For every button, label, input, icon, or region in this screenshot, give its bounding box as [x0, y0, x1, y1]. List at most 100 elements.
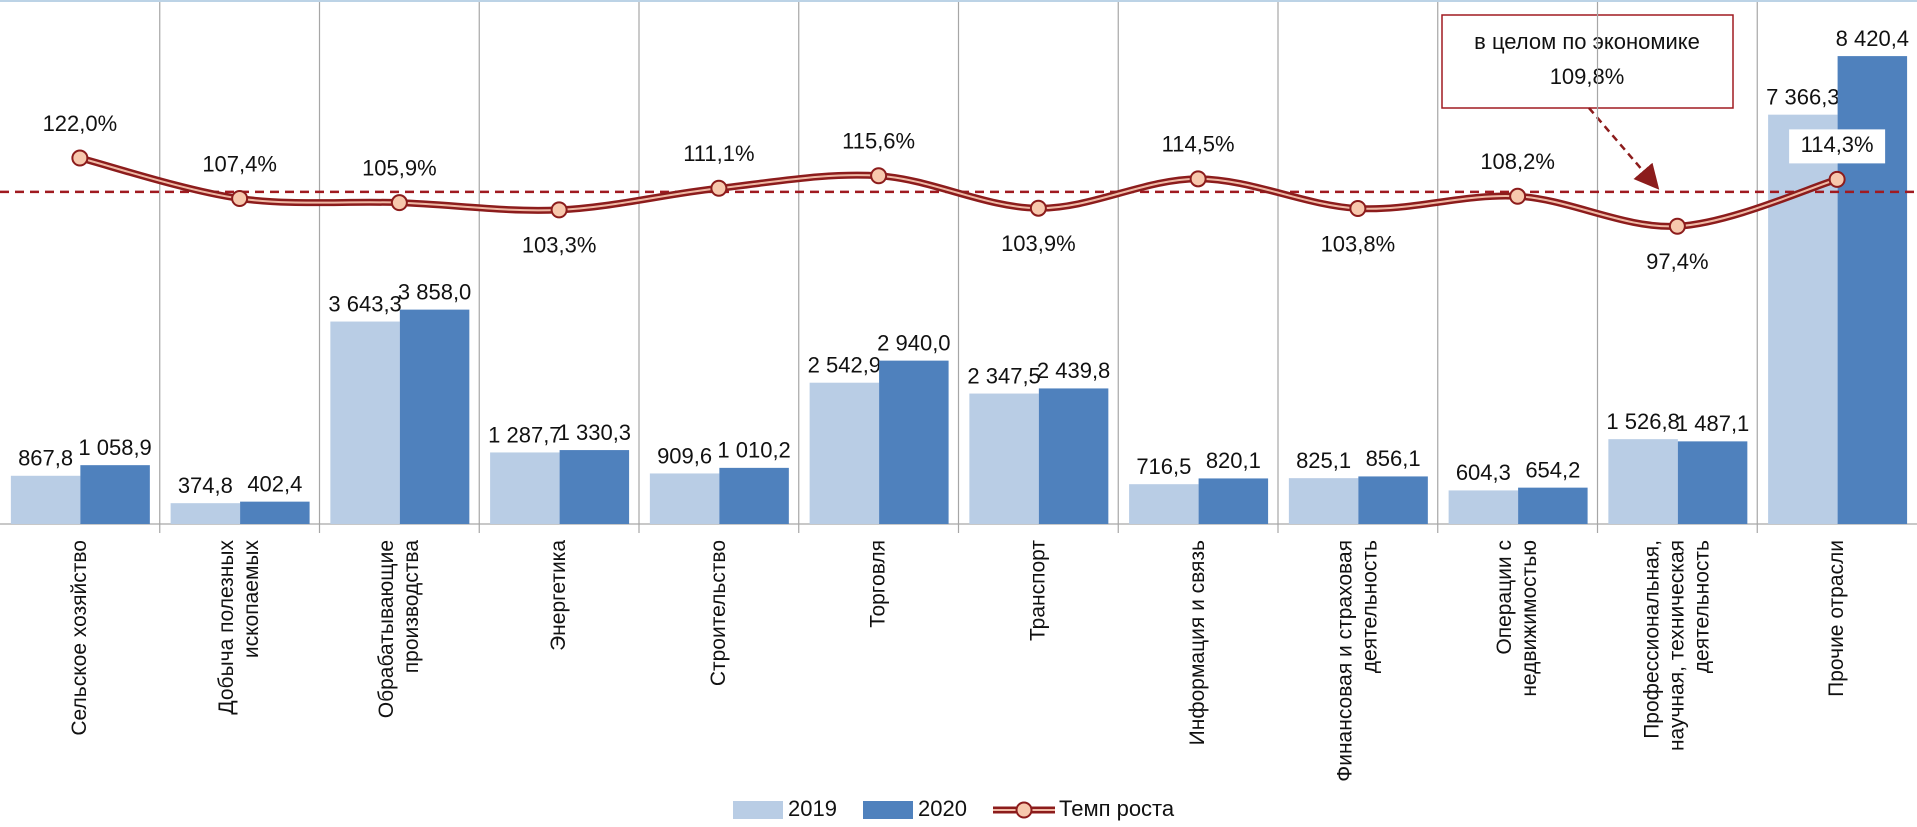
x-tick-label: Торговля: [866, 540, 889, 628]
bar: [1837, 56, 1908, 525]
x-tick-label-line: научная, техническая: [1665, 540, 1688, 751]
bar: [1608, 439, 1678, 524]
bar: [330, 321, 400, 524]
data-label: 402,4: [247, 471, 302, 496]
data-label: 2 347,5: [967, 363, 1040, 388]
bar: [170, 503, 241, 524]
line-marker: [550, 201, 568, 219]
x-tick-label: Транспорт: [1026, 540, 1049, 641]
data-label: 108,2%: [1480, 149, 1555, 174]
bar: [240, 501, 310, 524]
x-tick-label-line: Строительство: [706, 540, 729, 686]
bar: [879, 360, 949, 524]
line-marker: [1668, 217, 1686, 235]
data-label: 115,6%: [842, 129, 915, 154]
data-label: 114,3%: [1801, 132, 1874, 157]
x-tick-label: Строительство: [706, 540, 729, 686]
line-marker: [1349, 199, 1367, 217]
data-label: 1 330,3: [558, 420, 631, 445]
legend-label: 2019: [788, 796, 837, 821]
line-marker: [231, 190, 249, 208]
data-label: 97,4%: [1646, 249, 1708, 274]
legend-swatch: [863, 801, 913, 819]
bar: [10, 475, 81, 524]
data-label: 111,1%: [683, 141, 754, 166]
line-marker: [1509, 187, 1527, 205]
annotation-value: 109,8%: [1550, 64, 1625, 89]
x-tick-label: Информация и связь: [1186, 540, 1209, 745]
data-label: 909,6: [657, 443, 712, 468]
x-tick-label: Операции снедвижимостью: [1493, 540, 1541, 697]
data-label: 867,8: [18, 446, 73, 471]
bar: [1448, 490, 1519, 524]
data-label: 2 542,9: [808, 353, 881, 378]
x-tick-label-line: Сельское хозяйство: [67, 540, 90, 736]
data-label: 654,2: [1525, 457, 1580, 482]
bar: [649, 473, 720, 524]
bar: [719, 467, 789, 524]
bar: [1288, 478, 1359, 524]
x-tick-label: Профессиональная,научная, техническаядея…: [1640, 540, 1713, 751]
data-label: 8 420,4: [1836, 26, 1909, 51]
data-label: 3 858,0: [398, 279, 471, 304]
data-label: 374,8: [178, 473, 233, 498]
data-label: 7 366,3: [1766, 84, 1839, 109]
bar: [399, 309, 470, 524]
x-tick-label-line: недвижимостью: [1518, 540, 1541, 697]
legend-label: 2020: [918, 796, 967, 821]
bar: [1358, 476, 1428, 524]
x-tick-label-line: ископаемых: [240, 540, 263, 659]
data-label: 604,3: [1456, 460, 1511, 485]
bar: [969, 393, 1039, 524]
data-label: 3 643,3: [328, 291, 401, 316]
annotation-text: в целом по экономике: [1474, 29, 1700, 54]
x-tick-label: Обрабатывающиепроизводства: [374, 540, 422, 719]
bar: [1198, 478, 1269, 524]
data-label: 820,1: [1206, 448, 1261, 473]
bar: [1129, 484, 1199, 524]
annotation-box: [1441, 14, 1734, 109]
bar: [490, 452, 560, 524]
data-label: 1 487,1: [1676, 411, 1749, 436]
x-tick-label: Энергетика: [547, 540, 570, 651]
data-label: 856,1: [1366, 446, 1421, 471]
legend-swatch: [733, 801, 783, 819]
x-tick-label-line: Обрабатывающие: [374, 540, 397, 718]
bar: [809, 382, 880, 524]
data-label: 2 940,0: [877, 330, 950, 355]
line-marker: [1029, 199, 1047, 217]
legend-marker: [1015, 801, 1033, 819]
bar: [80, 465, 150, 524]
x-tick-label: Добыча полезныхископаемых: [215, 540, 263, 715]
data-label: 103,3%: [522, 233, 597, 258]
x-tick-label-line: Финансовая и страховая: [1333, 540, 1356, 782]
line-marker: [71, 149, 89, 167]
line-marker: [1189, 170, 1207, 188]
line-marker: [1828, 170, 1846, 188]
data-label: 1 010,2: [717, 438, 790, 463]
x-tick-label-line: деятельность: [1358, 540, 1381, 673]
data-label: 825,1: [1296, 448, 1351, 473]
bar: [1677, 441, 1748, 524]
data-label: 114,5%: [1162, 132, 1235, 157]
annotation-arrow: [1588, 107, 1660, 190]
bar: [1768, 114, 1838, 524]
x-tick-label-line: производства: [399, 540, 422, 674]
x-tick-label-line: Торговля: [866, 540, 889, 628]
x-tick-label: Сельское хозяйство: [67, 540, 90, 736]
data-label: 716,5: [1136, 454, 1191, 479]
data-label: 1 526,8: [1606, 409, 1679, 434]
data-label: 1 058,9: [78, 435, 151, 460]
data-label-bg: [1789, 129, 1886, 164]
data-label: 122,0%: [43, 111, 118, 136]
x-tick-label: Финансовая и страховаядеятельность: [1333, 540, 1381, 782]
legend-label: Темп роста: [1059, 796, 1175, 821]
data-label: 105,9%: [362, 155, 437, 180]
x-tick-label: Прочие отрасли: [1825, 540, 1848, 697]
line-marker: [390, 194, 408, 212]
line-marker: [710, 179, 728, 197]
x-tick-label-line: Операции с: [1493, 540, 1516, 655]
bar: [559, 450, 630, 524]
